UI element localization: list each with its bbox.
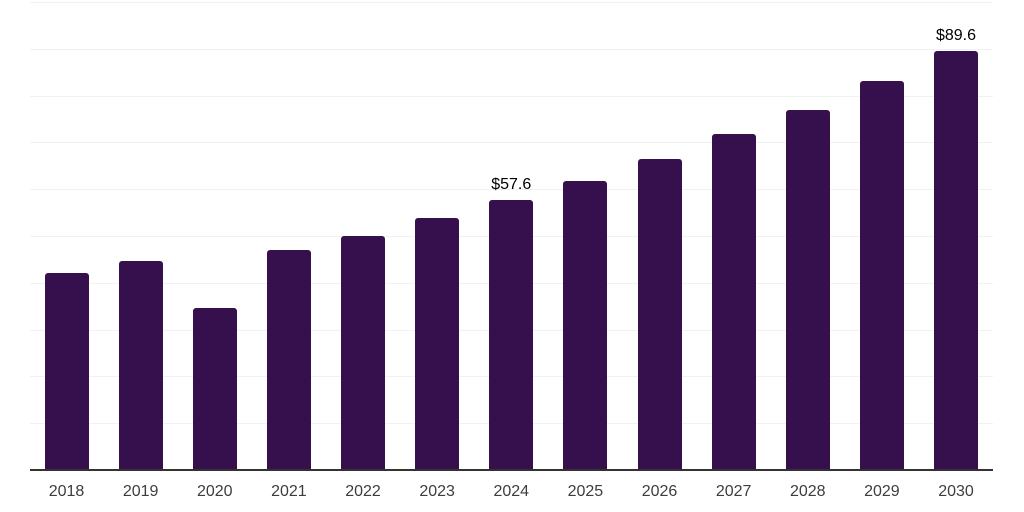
x-tick-2029: 2029 (864, 483, 900, 500)
gridline (30, 189, 993, 191)
bar-2019 (118, 260, 163, 470)
gridline (30, 2, 993, 3)
x-axis-line (30, 469, 993, 471)
bar-2025 (563, 181, 608, 470)
gridline (30, 95, 993, 97)
value-label-2024: $57.6 (491, 176, 532, 194)
bar-2020 (192, 308, 237, 470)
x-tick-2021: 2021 (271, 483, 307, 500)
x-tick-2020: 2020 (196, 483, 233, 500)
bar-2018 (44, 272, 89, 470)
bar-2028 (785, 109, 830, 470)
x-tick-2028: 2028 (789, 483, 826, 500)
bar-2029 (859, 80, 904, 470)
bar-2021 (266, 250, 311, 470)
x-tick-2018: 2018 (48, 483, 85, 500)
x-tick-2026: 2026 (641, 483, 678, 500)
plot-area: $57.6 $89.6 (30, 2, 993, 470)
bar-2027 (711, 134, 756, 470)
gridline (30, 48, 993, 50)
x-tick-2023: 2023 (419, 483, 455, 500)
gridline (30, 142, 993, 144)
bar-2023 (415, 218, 460, 470)
x-tick-2019: 2019 (122, 483, 159, 500)
bar-2026 (637, 159, 682, 470)
x-tick-2024: 2024 (493, 483, 530, 500)
x-tick-2030: 2030 (938, 483, 974, 500)
x-tick-2027: 2027 (715, 483, 752, 500)
value-label-2030: $89.6 (935, 26, 977, 44)
x-tick-2025: 2025 (567, 483, 604, 500)
bar-2030 (934, 50, 978, 470)
bar-2024 (489, 200, 534, 470)
bar-2022 (341, 236, 385, 470)
x-tick-2022: 2022 (345, 483, 381, 500)
